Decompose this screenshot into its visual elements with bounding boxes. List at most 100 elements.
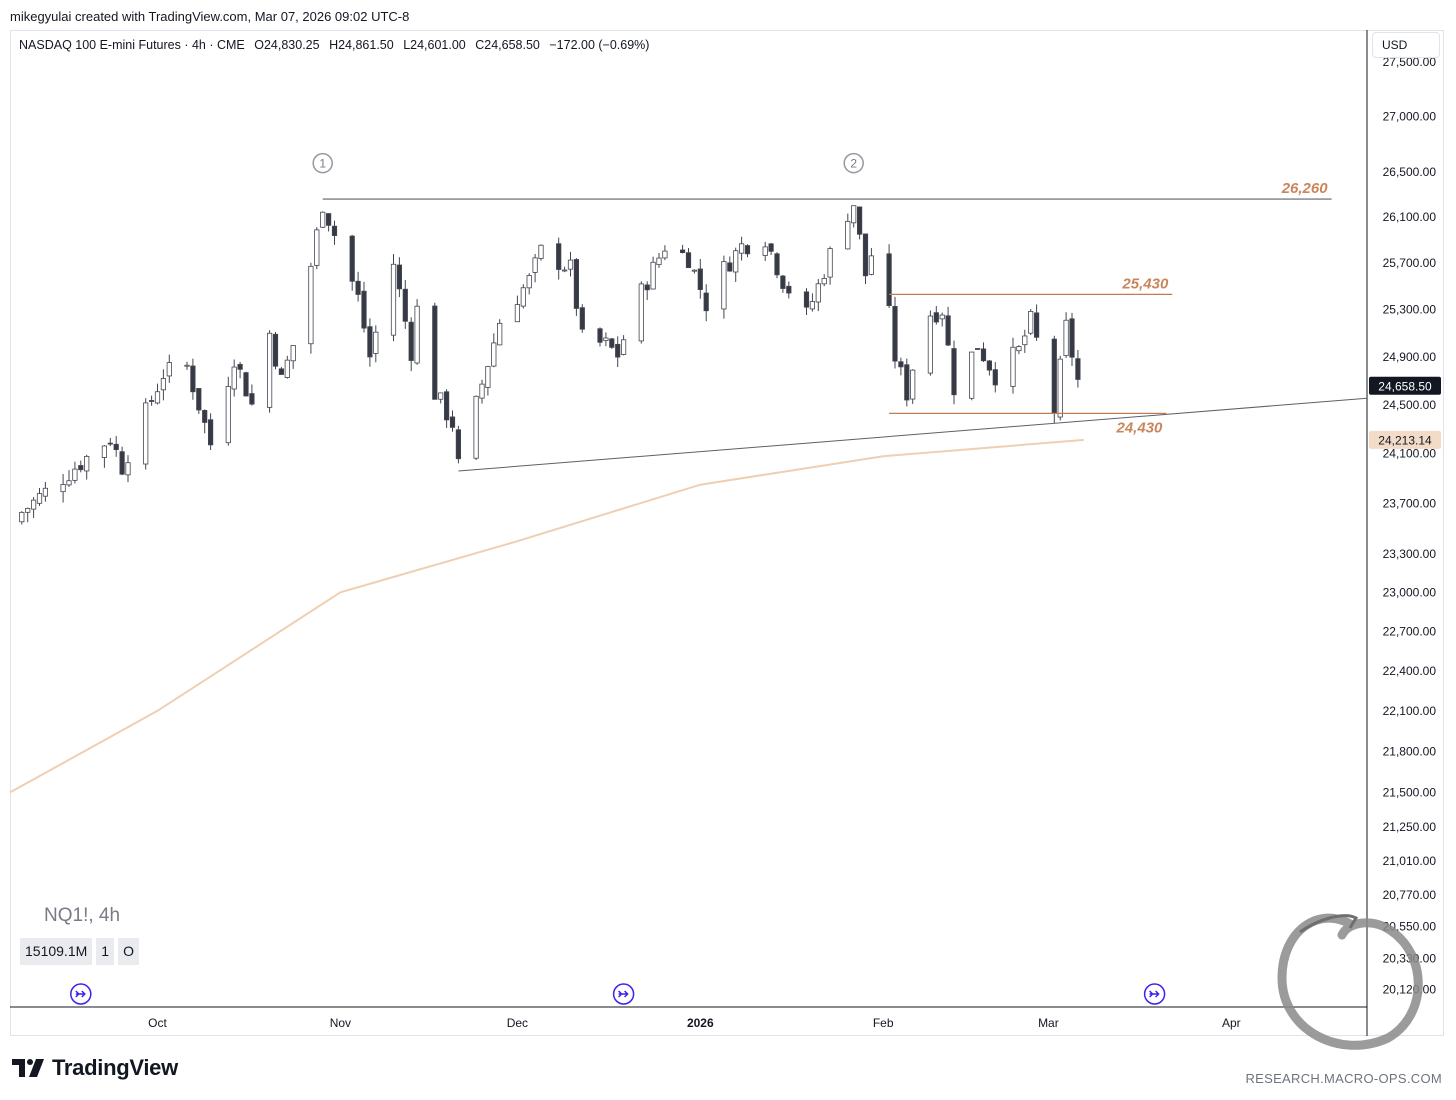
- price-tick-label: 22,400.00: [1383, 664, 1437, 678]
- candle-body: [992, 369, 998, 386]
- candle-body: [349, 235, 355, 282]
- candle-body: [325, 213, 332, 226]
- candle-body: [314, 229, 320, 266]
- currency-button[interactable]: USD: [1372, 32, 1440, 58]
- candle-body: [697, 268, 703, 290]
- events-layer: [70, 983, 1166, 1005]
- price-tick-label: 21,010.00: [1383, 854, 1437, 868]
- volume-value[interactable]: 15109.1M: [20, 938, 93, 965]
- candle-body: [803, 291, 810, 308]
- candle-body: [975, 348, 981, 350]
- moving-average-line: [9, 438, 1084, 794]
- candle-body: [1069, 318, 1075, 358]
- candle-body: [473, 395, 479, 459]
- candle-body: [438, 392, 444, 400]
- candle-body: [355, 280, 361, 295]
- time-tick-label: Oct: [148, 1016, 167, 1030]
- wave-marker-label: 1: [319, 157, 326, 171]
- candle-body: [367, 326, 373, 358]
- candle-body: [980, 348, 987, 362]
- candle-body: [768, 243, 774, 252]
- candle-body: [408, 321, 414, 361]
- candle-body: [143, 402, 149, 465]
- candle-body: [650, 261, 656, 290]
- candle-body: [951, 348, 957, 396]
- symbol-legend: NASDAQ 100 E-mini Futures · 4h · CME O24…: [19, 38, 655, 52]
- candle-body: [514, 304, 521, 323]
- candle-body: [125, 462, 131, 476]
- level-label: 26,260: [1281, 180, 1329, 197]
- event-marker-arrow: [618, 990, 629, 998]
- candle-body: [703, 292, 709, 312]
- candle-body: [815, 283, 821, 303]
- event-marker-arrow: [75, 990, 86, 998]
- price-tick-label: 22,700.00: [1383, 624, 1437, 638]
- candle-body: [644, 284, 650, 291]
- candle-body: [402, 288, 408, 322]
- price-tick-label: 26,500.00: [1383, 165, 1437, 179]
- candle-body: [166, 362, 172, 377]
- candle-body: [84, 455, 90, 472]
- candle-body: [243, 372, 249, 397]
- volume-badge-2[interactable]: O: [118, 938, 139, 965]
- candle-body: [449, 416, 456, 428]
- ma-price-label: 24,213.14: [1378, 433, 1432, 447]
- last-price-tag: [1369, 376, 1441, 395]
- candle-body: [78, 465, 84, 471]
- candle-body: [857, 206, 863, 235]
- time-tick-label: Mar: [1038, 1016, 1059, 1030]
- candle-body: [36, 493, 43, 504]
- event-marker-arrow: [1149, 990, 1160, 998]
- candle-body: [774, 253, 780, 276]
- candle-body: [638, 283, 644, 342]
- candle-body: [520, 287, 526, 307]
- candle-body: [886, 253, 892, 307]
- symbol-overlay: NQ1!, 4h: [44, 905, 121, 926]
- volume-badge-1[interactable]: 1: [96, 938, 115, 965]
- price-axis: 27,500.00 27,000.00 26,500.00 26,100.00 25,7…: [1369, 55, 1441, 996]
- candle-body: [739, 243, 745, 254]
- candle-body: [780, 275, 786, 289]
- candle-body: [1016, 346, 1022, 352]
- candle-body: [1034, 312, 1040, 338]
- candle-body: [685, 252, 692, 269]
- event-marker-icon[interactable]: [1143, 983, 1166, 1005]
- ma-price-tag: [1369, 430, 1441, 449]
- candle-body: [845, 220, 851, 250]
- candle-body: [308, 265, 314, 345]
- candle-body: [868, 255, 875, 275]
- candle-body: [272, 333, 279, 367]
- event-marker-icon[interactable]: [612, 983, 635, 1005]
- candle-body: [1022, 335, 1028, 346]
- legend-open: O24,830.25: [254, 38, 320, 52]
- event-marker-icon[interactable]: [70, 983, 92, 1005]
- footer-site: RESEARCH.MACRO-OPS.COM: [1245, 1071, 1442, 1086]
- candle-body: [184, 364, 190, 367]
- candle-body: [72, 468, 78, 481]
- candle-body: [567, 259, 574, 270]
- ouroboros-head: [1299, 914, 1359, 934]
- wave-marker-circle: [312, 152, 333, 174]
- candle-body: [266, 332, 273, 408]
- price-tick-label: 21,250.00: [1383, 820, 1437, 834]
- candle-body: [432, 305, 438, 400]
- candle-body: [851, 205, 857, 224]
- candle-body: [320, 211, 326, 228]
- candle-body: [160, 378, 166, 391]
- candle-body: [898, 361, 904, 368]
- candle-body: [361, 290, 367, 329]
- time-tick-label: 2026: [687, 1016, 714, 1030]
- candle-body: [202, 410, 208, 423]
- time-tick-label: Nov: [330, 1016, 351, 1030]
- price-tick-label: 23,300.00: [1383, 547, 1437, 561]
- moving-average-layer: [9, 438, 1084, 794]
- candle-body: [744, 245, 751, 255]
- candle-body: [107, 442, 113, 445]
- candle-body: [809, 301, 816, 310]
- candle-body: [443, 391, 450, 421]
- candle-body: [615, 343, 621, 358]
- price-tick-label: 23,700.00: [1383, 496, 1437, 510]
- time-tick-label: Dec: [507, 1016, 528, 1030]
- wave-marker-label: 2: [850, 157, 857, 171]
